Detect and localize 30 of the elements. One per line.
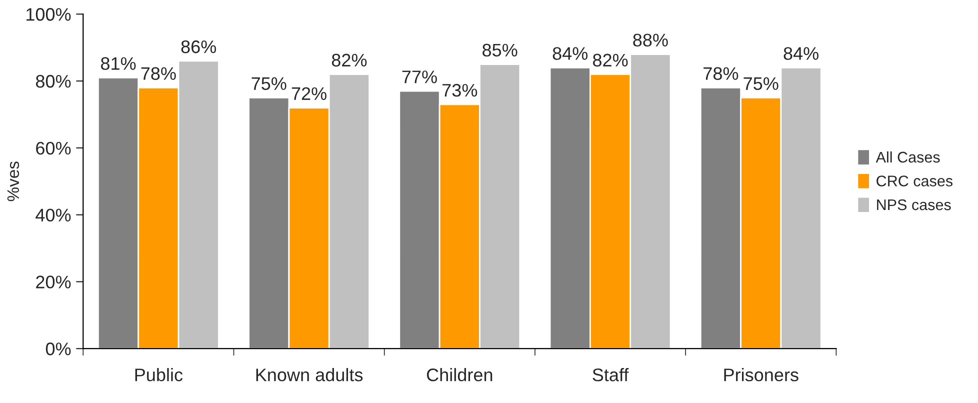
x-tick-label: Children <box>426 368 492 382</box>
data-label: 82% <box>332 54 367 67</box>
y-tick-label: 100% <box>26 8 71 21</box>
y-tick-label: 0% <box>46 342 71 356</box>
data-label: 84% <box>552 47 588 60</box>
x-tick-label: Known adults <box>256 368 363 382</box>
data-label: 78% <box>141 67 176 80</box>
x-tick-label: Public <box>135 368 183 382</box>
y-tick-label: 60% <box>36 142 71 155</box>
y-tick-label: 40% <box>36 208 71 222</box>
legend-label: NPS cases <box>877 199 951 210</box>
data-label: 88% <box>633 34 668 47</box>
legend-label: All Cases <box>876 151 940 163</box>
x-tick-label: Prisoners <box>724 368 798 382</box>
y-tick-label: 80% <box>36 74 71 88</box>
data-label: 82% <box>592 54 628 67</box>
data-label: 73% <box>442 84 478 97</box>
data-label: 84% <box>784 47 818 60</box>
data-label: 81% <box>100 57 136 70</box>
data-label: 77% <box>402 70 437 84</box>
y-tick-label: 20% <box>36 276 71 288</box>
x-tick-label: Staff <box>592 368 629 382</box>
data-label: 78% <box>704 67 738 80</box>
legend-label: CRC cases <box>876 176 953 186</box>
data-label: 75% <box>252 77 286 90</box>
data-label: 72% <box>292 87 326 100</box>
y-axis-title: %ves <box>7 162 20 202</box>
data-label: 86% <box>181 40 216 54</box>
data-label: 85% <box>482 44 518 57</box>
data-label: 75% <box>744 77 778 90</box>
